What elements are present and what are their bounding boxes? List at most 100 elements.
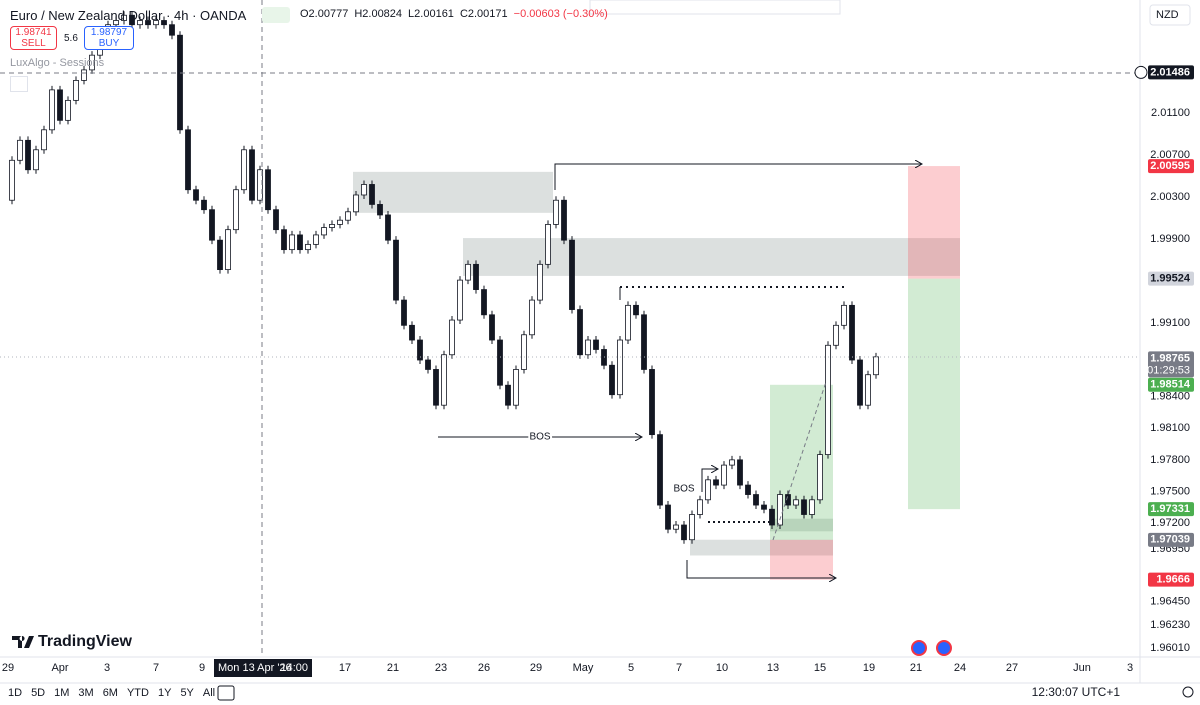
event-icon[interactable]	[911, 640, 927, 656]
candle	[225, 229, 231, 271]
candle	[481, 289, 487, 316]
candle	[305, 243, 311, 251]
candle	[241, 149, 247, 191]
logo-mark	[12, 636, 34, 648]
candle	[185, 129, 191, 191]
range-button: 1M	[54, 687, 70, 699]
candle	[321, 227, 327, 236]
candle	[561, 199, 567, 241]
ohlc-value: C2.00171	[459, 8, 508, 20]
sell-label: SELL	[21, 38, 46, 49]
y-tick-label: 2.00700	[1150, 149, 1190, 161]
ohlc: O2.00777 H2.00824 L2.00161 C2.00171 −0.00603…	[300, 8, 614, 20]
candle	[273, 209, 279, 231]
currency-box[interactable]	[1149, 4, 1191, 26]
candle	[697, 499, 703, 515]
x-tick-label: 15	[814, 662, 826, 674]
x-tick-label: 19	[863, 662, 875, 674]
price-tag	[1148, 572, 1194, 587]
candle	[73, 80, 79, 101]
range-button: 5Y	[180, 687, 194, 699]
range-button: 1D	[8, 687, 23, 699]
candle	[657, 434, 663, 506]
candle	[425, 359, 431, 370]
candle	[433, 369, 439, 406]
x-tick-label: 7	[676, 662, 682, 674]
candle	[521, 334, 527, 370]
price-tag-label: 1.9666	[1156, 574, 1190, 586]
sell-button[interactable]: 1.98741 SELL	[10, 26, 57, 50]
y-tick-label: 1.98100	[1150, 422, 1190, 434]
candle	[721, 464, 727, 486]
candle	[81, 69, 87, 81]
buy-price: 1.98797	[90, 27, 128, 38]
event-icon[interactable]	[936, 640, 952, 656]
crosshair-time: 14:00	[280, 662, 308, 674]
range-button: 5D	[31, 687, 46, 699]
candle	[777, 494, 783, 526]
x-tick-label: 17	[339, 662, 351, 674]
candle	[249, 149, 255, 201]
y-tick-label: 2.01100	[1151, 107, 1190, 119]
buy-button[interactable]: 1.98797 BUY	[84, 26, 134, 50]
candle	[137, 20, 143, 26]
bos-label: BOS	[673, 484, 694, 495]
x-tick-label: 26	[478, 662, 490, 674]
candle	[489, 314, 495, 341]
candle	[649, 369, 655, 436]
candle	[857, 359, 863, 406]
x-tick-label: 23	[435, 662, 447, 674]
price-tag	[1148, 532, 1194, 547]
candle	[401, 299, 407, 326]
candle	[769, 508, 775, 526]
y-tick-label: 1.96450	[1150, 596, 1190, 608]
candle	[817, 454, 823, 501]
y-tick-label: 2.00300	[1150, 191, 1190, 203]
position-box	[908, 166, 960, 279]
settings-icon[interactable]	[1182, 686, 1194, 698]
range-bar: 1D 5D 1M 3M 6M YTD 1Y 5Y All	[8, 687, 224, 699]
candle	[385, 214, 391, 241]
x-tick-label: Jun	[1073, 662, 1091, 674]
y-tick-label: 1.97200	[1150, 517, 1190, 529]
candle	[289, 234, 295, 251]
drawing-toolbar[interactable]	[589, 0, 841, 15]
candle	[833, 324, 839, 346]
candle	[33, 149, 39, 171]
candle	[49, 89, 55, 131]
candle	[409, 324, 415, 341]
line-arrow	[554, 164, 922, 190]
candle	[17, 139, 23, 161]
candle	[201, 199, 207, 211]
candle	[361, 184, 367, 196]
date-range-icon[interactable]	[217, 685, 235, 701]
currency: NZD	[1156, 9, 1179, 21]
candle	[449, 319, 455, 356]
candle	[369, 184, 375, 205]
bos-arrow	[701, 469, 718, 492]
spread: 5.6	[64, 33, 78, 44]
candle	[529, 299, 535, 336]
y-tick-label: 1.96230	[1150, 619, 1190, 631]
candle	[57, 89, 63, 121]
zone	[690, 539, 833, 556]
candle	[169, 24, 175, 36]
candle	[65, 99, 71, 121]
candle	[633, 304, 639, 316]
candle	[129, 14, 135, 26]
price-tag-label: 1.97331	[1150, 503, 1190, 515]
crosshair-date-box	[214, 659, 312, 677]
drawings	[0, 0, 1140, 657]
range-button: YTD	[126, 687, 149, 699]
candle	[345, 211, 351, 221]
candle	[745, 484, 751, 495]
candle	[873, 356, 879, 376]
collapse-button[interactable]	[10, 76, 28, 92]
candle	[569, 239, 575, 310]
y-tick-label: 1.96010	[1150, 642, 1190, 654]
candle	[809, 499, 815, 515]
candle	[313, 234, 319, 245]
x-tick-label: 3	[104, 662, 110, 674]
price-tag-label: 1.97039	[1150, 534, 1190, 546]
